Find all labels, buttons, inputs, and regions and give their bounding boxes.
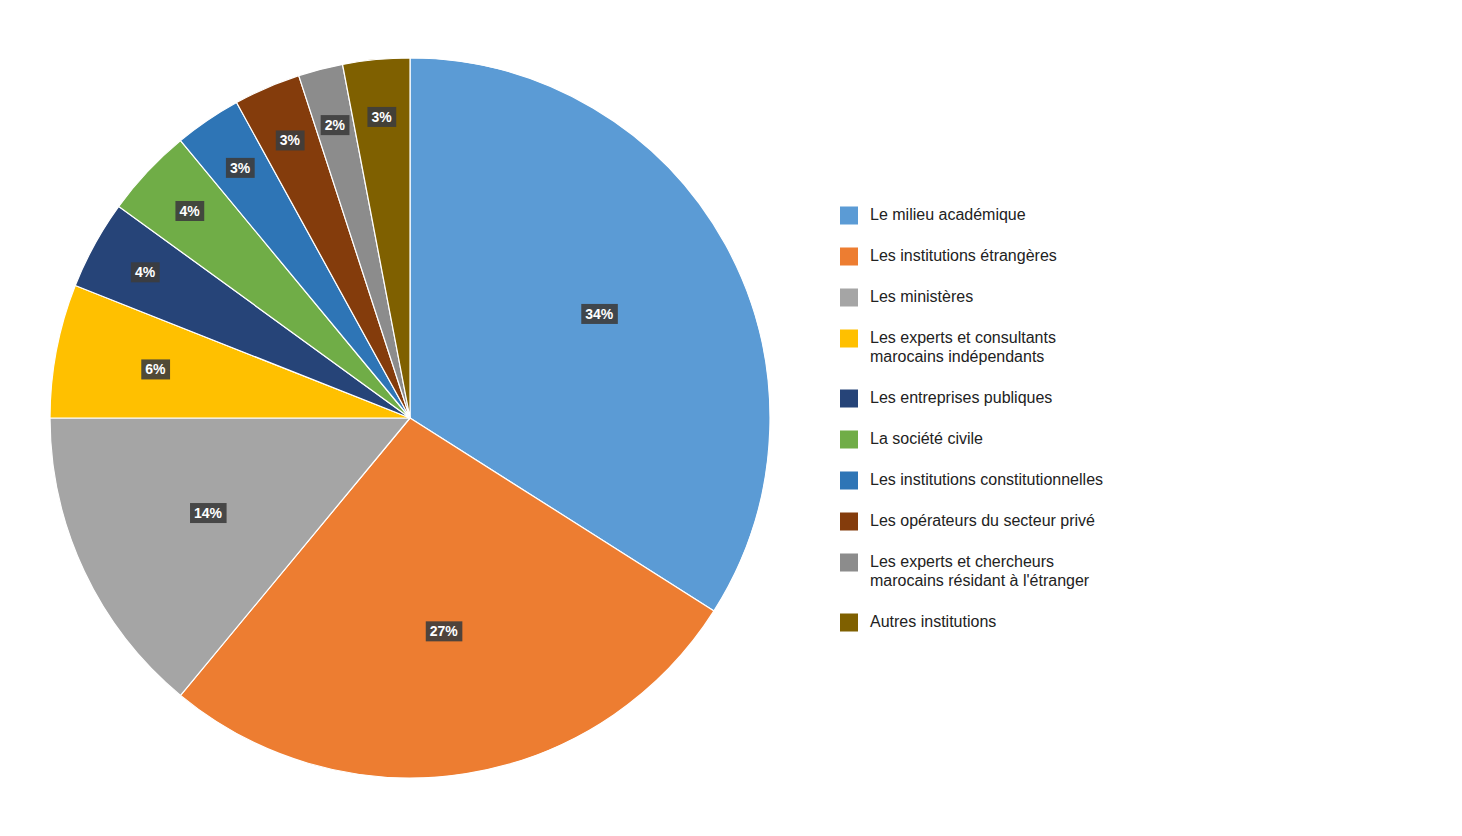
data-label-box bbox=[276, 130, 305, 150]
legend-item: Le milieu académique bbox=[840, 206, 1026, 225]
data-label-box bbox=[367, 107, 396, 127]
data-label-text: 6% bbox=[145, 361, 166, 377]
legend-item: Autres institutions bbox=[840, 613, 996, 632]
data-label-text: 14% bbox=[194, 505, 223, 521]
data-label: 4% bbox=[131, 262, 160, 282]
legend-swatch bbox=[840, 248, 858, 266]
legend-swatch bbox=[840, 207, 858, 225]
legend-item: Les institutions étrangères bbox=[840, 247, 1057, 266]
data-label-text: 3% bbox=[371, 109, 392, 125]
data-label-text: 34% bbox=[585, 306, 614, 322]
legend-swatch bbox=[840, 330, 858, 348]
data-label-box bbox=[175, 201, 204, 221]
legend-label: Les entreprises publiques bbox=[870, 389, 1052, 406]
legend-label: La société civile bbox=[870, 430, 983, 447]
data-label-text: 4% bbox=[135, 264, 156, 280]
legend-label: Les experts et consultantsmarocains indé… bbox=[870, 329, 1056, 365]
data-label-text: 4% bbox=[179, 203, 200, 219]
legend-swatch bbox=[840, 472, 858, 490]
data-labels: 34% 27% 14% 6% 4% 4% 3% 3% 2% 3% bbox=[131, 107, 618, 641]
chart-container: 34% 27% 14% 6% 4% 4% 3% 3% 2% 3% Le milieu académi… bbox=[0, 0, 1462, 836]
data-label-box bbox=[226, 158, 255, 178]
data-label-text: 3% bbox=[280, 132, 301, 148]
data-label-box bbox=[581, 304, 618, 324]
legend-label: Les experts et chercheursmarocains résid… bbox=[870, 553, 1090, 589]
data-label: 2% bbox=[321, 115, 350, 135]
data-label: 14% bbox=[190, 503, 227, 523]
data-label: 4% bbox=[175, 201, 204, 221]
legend-item: Les institutions constitutionnelles bbox=[840, 471, 1103, 490]
legend-item: Les entreprises publiques bbox=[840, 389, 1052, 408]
data-label: 3% bbox=[226, 158, 255, 178]
data-label-text: 27% bbox=[430, 623, 459, 639]
data-label: 27% bbox=[426, 621, 463, 641]
data-label: 6% bbox=[141, 359, 170, 379]
pie-slice bbox=[50, 418, 410, 695]
data-label-box bbox=[426, 621, 463, 641]
legend-label: Les ministères bbox=[870, 288, 973, 305]
legend-item: Les opérateurs du secteur privé bbox=[840, 512, 1095, 531]
legend: Le milieu académique Les institutions étr… bbox=[840, 206, 1103, 632]
legend-swatch bbox=[840, 431, 858, 449]
data-label-box bbox=[141, 359, 170, 379]
legend-label: Les opérateurs du secteur privé bbox=[870, 512, 1095, 529]
data-label-text: 2% bbox=[325, 117, 346, 133]
legend-swatch bbox=[840, 614, 858, 632]
legend-swatch bbox=[840, 289, 858, 307]
legend-item: Les ministères bbox=[840, 288, 973, 307]
legend-swatch bbox=[840, 554, 858, 572]
legend-swatch bbox=[840, 390, 858, 408]
data-label: 34% bbox=[581, 304, 618, 324]
legend-item: Les experts et consultantsmarocains indé… bbox=[840, 329, 1056, 365]
data-label-box bbox=[131, 262, 160, 282]
legend-item: La société civile bbox=[840, 430, 983, 449]
legend-label: Autres institutions bbox=[870, 613, 996, 630]
data-label: 3% bbox=[276, 130, 305, 150]
legend-item: Les experts et chercheursmarocains résid… bbox=[840, 553, 1090, 589]
legend-label: Les institutions constitutionnelles bbox=[870, 471, 1103, 488]
legend-label: Les institutions étrangères bbox=[870, 247, 1057, 264]
slices bbox=[50, 58, 770, 778]
chart-svg: 34% 27% 14% 6% 4% 4% 3% 3% 2% 3% Le milieu académi… bbox=[0, 0, 1462, 836]
legend-label: Le milieu académique bbox=[870, 206, 1026, 223]
data-label-box bbox=[321, 115, 350, 135]
data-label-box bbox=[190, 503, 227, 523]
pie-slice bbox=[343, 58, 410, 418]
legend-swatch bbox=[840, 513, 858, 531]
data-label-text: 3% bbox=[230, 160, 251, 176]
data-label: 3% bbox=[367, 107, 396, 127]
